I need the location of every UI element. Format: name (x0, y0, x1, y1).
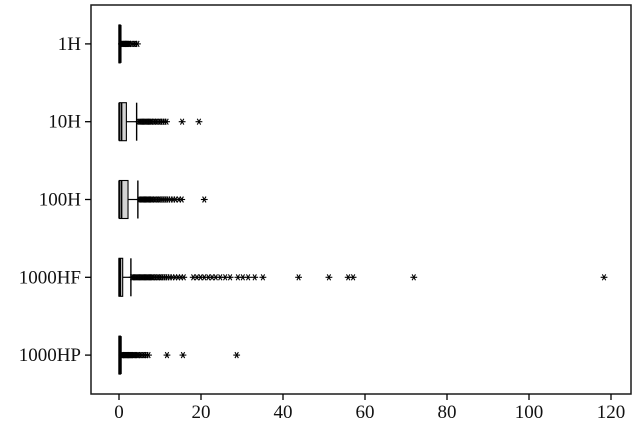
outlier-point (163, 351, 171, 359)
category-label: 100H (39, 190, 82, 211)
category-label: 1000HF (19, 267, 81, 288)
outlier-point (163, 118, 170, 125)
outlier-point (226, 274, 234, 281)
outlier-point (233, 351, 241, 359)
outlier-point (251, 274, 259, 281)
x-tick-label: 100 (515, 402, 544, 423)
box-iqr (118, 102, 127, 142)
outlier-point (200, 196, 208, 203)
x-tick-label: 80 (438, 402, 457, 423)
outlier-point (600, 274, 608, 281)
outlier-point (244, 274, 252, 281)
outlier-point (145, 351, 152, 359)
outlier-point (410, 274, 418, 281)
x-tick-label: 20 (192, 402, 211, 423)
x-tick-label: 120 (597, 402, 626, 423)
outlier-point (134, 40, 141, 48)
outlier-point (179, 351, 187, 359)
outlier-point (349, 274, 357, 281)
box-iqr (118, 179, 129, 220)
outlier-point (180, 274, 188, 281)
outlier-point (325, 274, 333, 281)
x-tick-label: 60 (356, 402, 375, 423)
category-label: 1H (58, 34, 82, 55)
outlier-point (195, 118, 203, 125)
outlier-point (178, 118, 186, 125)
outlier-point (259, 274, 267, 281)
x-tick-label: 40 (274, 402, 293, 423)
x-tick-label: 0 (114, 402, 124, 423)
category-label: 1000HP (19, 345, 81, 366)
outlier-point (295, 274, 302, 281)
outlier-point (178, 196, 186, 203)
category-label: 10H (48, 112, 81, 133)
